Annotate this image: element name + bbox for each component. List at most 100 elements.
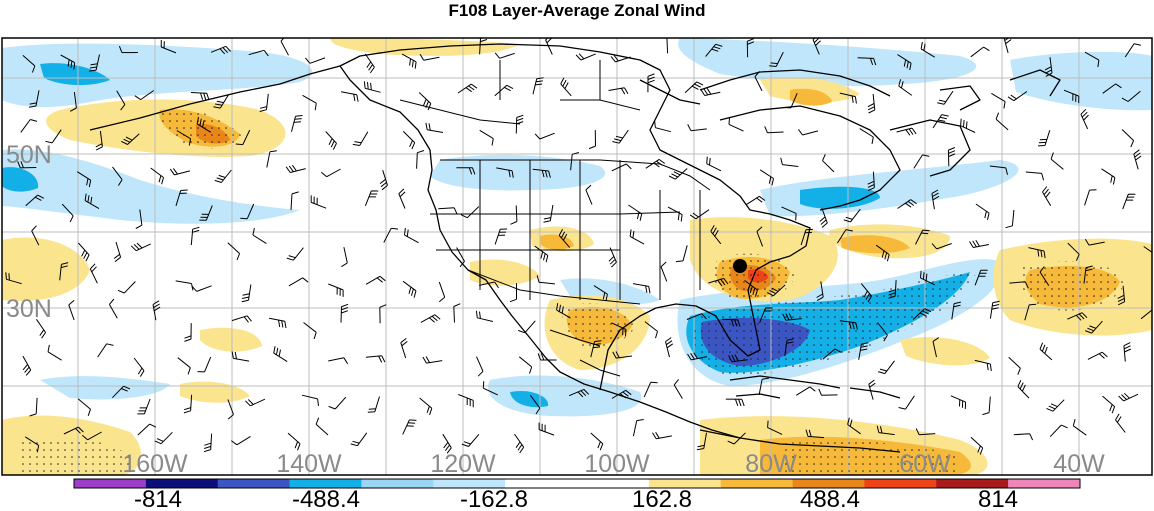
wind-barb [453,303,461,323]
wind-barb [868,379,876,400]
wind-barb [812,38,821,55]
wind-barb [273,346,288,363]
wind-barb [888,280,897,299]
wind-barb [819,207,828,228]
wind-barb [22,355,32,376]
wind-barb [822,154,835,173]
wind-barb [363,81,381,93]
wind-barb [727,432,746,445]
wind-barb [644,321,658,339]
wind-barb [328,283,344,297]
wind-barb [687,352,708,361]
wind-barb [1007,91,1028,102]
wind-barb [515,114,524,134]
wind-barb [29,90,40,108]
wind-shading [2,38,1152,475]
wind-barb [937,90,954,105]
wind-barb [29,397,38,417]
wind-barb [1003,38,1012,54]
wind-barb [859,128,874,144]
wind-barb [1067,312,1088,321]
wind-barb [438,207,458,215]
wind-barb [867,171,875,191]
wind-barb [1123,342,1132,362]
wind-barb [1024,303,1037,321]
wind-barb [558,229,571,248]
wind-barb [20,119,38,133]
wind-barb [1083,265,1093,284]
wind-barb [401,53,417,69]
wind-barb [367,396,380,413]
colorbar-swatch [289,479,362,488]
wind-barb [509,283,517,303]
wind-barb [537,353,557,361]
wind-barb [1028,247,1046,258]
wind-barb [457,83,478,94]
wind-barb [970,436,984,455]
wind-barb [95,130,103,151]
wind-barb [154,431,173,445]
wind-barb [35,319,47,339]
wind-barb [328,396,347,410]
map-title: F108 Layer-Average Zonal Wind [448,1,706,20]
wind-barb [479,129,494,146]
wind-barb [1072,418,1087,436]
lat-lon-grid [2,38,1152,475]
wind-barb [365,275,386,285]
colorbar-label: 488.4 [800,486,860,511]
wind-barb [241,284,252,303]
wind-barb [60,54,76,70]
wind-barb [745,195,766,206]
wind-barb [1009,281,1029,289]
wind-barb [710,225,722,245]
wind-barb [478,281,499,289]
wind-barb [203,433,213,453]
colorbar-swatch [433,479,506,488]
wind-barb [667,206,683,222]
wind-barb [320,168,341,178]
colorbar-outline [73,478,1081,489]
lat-label-30n: 30N [6,295,52,323]
wind-barb [1118,392,1139,402]
wind-barb [137,398,151,415]
wind-barb [266,150,277,168]
wind-barb [611,389,632,399]
wind-barb [877,322,888,342]
wind-barb [22,55,36,73]
wind-barb [1013,433,1034,441]
wind-barb [63,426,84,435]
wind-barb [494,52,515,59]
wind-barb [686,313,707,320]
wind-barb [245,398,266,407]
wind-barb [975,203,990,221]
wind-barb [898,395,915,410]
wind-barb [190,92,210,101]
wind-barb [612,129,629,144]
wind-barb [81,431,102,441]
wind-barb [475,310,494,322]
wind-barb [1039,266,1050,286]
wind-barb [288,277,309,287]
wind-barb [291,115,303,132]
wind-barb [227,242,241,261]
wind-barb [816,281,824,302]
wind-barb [767,420,783,435]
wind-barb [456,167,476,175]
wind-barb [705,43,723,57]
wind-barb [514,433,525,454]
colorbar-swatch [648,479,722,488]
wind-barb [214,169,232,183]
wind-barb [190,226,200,246]
wind-barb [628,204,643,221]
wind-barb [593,285,608,302]
wind-barb [118,45,138,54]
wind-barb [364,190,379,206]
wind-barb [259,93,269,112]
wind-barb [728,354,748,363]
wind-barb [543,204,554,223]
wind-barb [1037,130,1051,147]
wind-barb [476,356,484,377]
wind-barb [843,208,861,223]
wind-barb [534,132,555,140]
